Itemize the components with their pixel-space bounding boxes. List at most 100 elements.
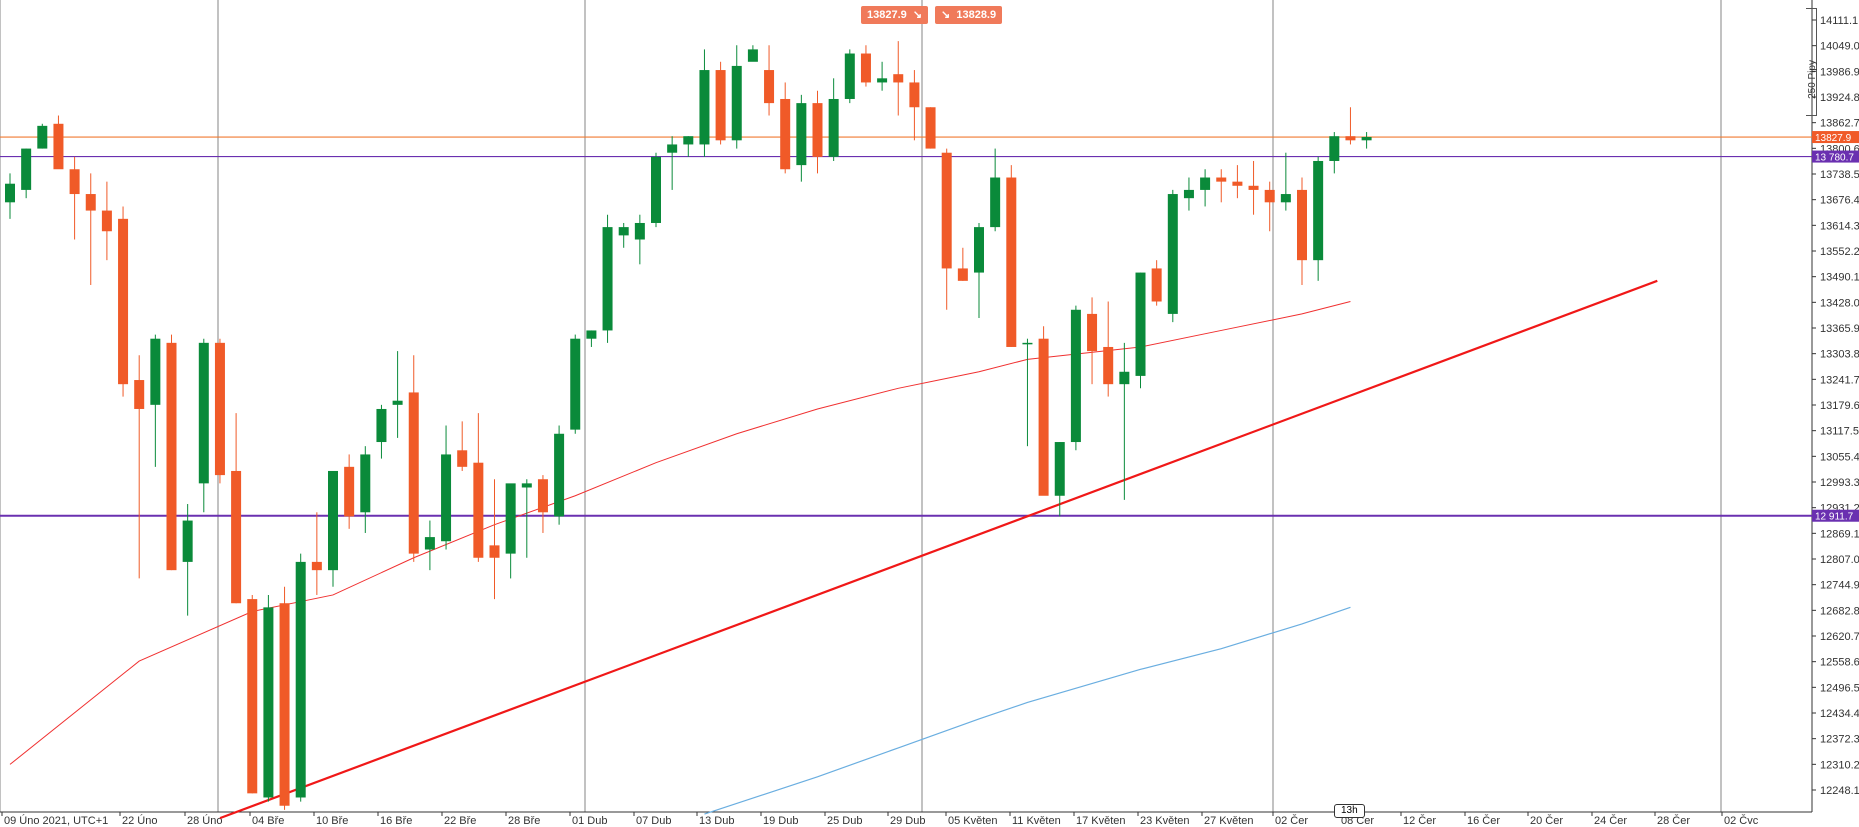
price-tick-label: 12310.2 xyxy=(1820,759,1859,771)
candle-bearish[interactable] xyxy=(101,210,112,232)
candle-bearish[interactable] xyxy=(893,74,904,83)
candle-bearish[interactable] xyxy=(957,268,968,281)
candle-bullish[interactable] xyxy=(570,338,581,430)
candle-bullish[interactable] xyxy=(796,103,807,166)
candle-bullish[interactable] xyxy=(295,561,306,798)
candle-bearish[interactable] xyxy=(715,70,726,141)
candle-bearish[interactable] xyxy=(812,103,823,157)
candle-bearish[interactable] xyxy=(909,82,920,108)
candle-bullish[interactable] xyxy=(37,125,48,149)
candle-bearish[interactable] xyxy=(1232,181,1243,186)
candle-bullish[interactable] xyxy=(990,177,1001,228)
candle-bearish[interactable] xyxy=(118,218,129,385)
candle-bullish[interactable] xyxy=(376,408,387,443)
candle-bullish[interactable] xyxy=(1361,137,1372,141)
candle-bearish[interactable] xyxy=(489,545,500,558)
candle-bearish[interactable] xyxy=(214,342,225,476)
candle-bullish[interactable] xyxy=(5,183,15,203)
candle-bullish[interactable] xyxy=(1183,189,1194,199)
bid-price-badge[interactable]: 13827.9 ↘ xyxy=(861,6,929,24)
candle-bullish[interactable] xyxy=(392,400,403,405)
candle-bearish[interactable] xyxy=(1151,268,1162,302)
candle-bearish[interactable] xyxy=(1103,346,1114,385)
price-tick-label: 12496.5 xyxy=(1820,682,1859,694)
price-tick-label: 13241.7 xyxy=(1820,374,1859,386)
candle-bullish[interactable] xyxy=(21,148,32,190)
candle-bullish[interactable] xyxy=(699,70,710,145)
candle-bullish[interactable] xyxy=(1119,371,1130,385)
candle-bullish[interactable] xyxy=(651,156,661,223)
time-tick-label: 27 Květen xyxy=(1204,815,1254,827)
candle-bullish[interactable] xyxy=(683,136,694,145)
candle-bullish[interactable] xyxy=(602,227,613,331)
candle-bullish[interactable] xyxy=(263,607,274,798)
candle-bullish[interactable] xyxy=(1200,177,1211,190)
candle-bearish[interactable] xyxy=(1248,185,1259,190)
candle-bearish[interactable] xyxy=(166,342,177,571)
time-tick-label: 11 Květen xyxy=(1012,815,1061,827)
candle-bearish[interactable] xyxy=(860,53,871,83)
candle-bullish[interactable] xyxy=(828,98,839,157)
candle-bearish[interactable] xyxy=(1297,189,1307,261)
price-level-tag-label: 13 780.7 xyxy=(1815,153,1854,164)
candle-bearish[interactable] xyxy=(473,462,484,558)
candle-bearish[interactable] xyxy=(53,123,64,170)
pips-ruler[interactable] xyxy=(1806,8,1817,116)
candle-bullish[interactable] xyxy=(328,470,338,571)
candle-bearish[interactable] xyxy=(1345,136,1356,141)
candle-bearish[interactable] xyxy=(537,479,548,513)
candle-bearish[interactable] xyxy=(457,450,468,467)
candle-bullish[interactable] xyxy=(1313,160,1324,261)
candle-bearish[interactable] xyxy=(408,392,419,554)
candle-bullish[interactable] xyxy=(747,49,758,62)
candle-bearish[interactable] xyxy=(1087,313,1098,352)
candle-bullish[interactable] xyxy=(844,53,855,99)
candle-bullish[interactable] xyxy=(618,227,629,236)
candle-bearish[interactable] xyxy=(925,107,936,149)
candle-bullish[interactable] xyxy=(360,454,371,513)
candle-bullish[interactable] xyxy=(441,454,452,542)
candle-bullish[interactable] xyxy=(1135,272,1146,376)
candle-bearish[interactable] xyxy=(85,194,96,211)
ask-price-badge[interactable]: ↘ 13828.9 xyxy=(935,6,1003,24)
candle-bullish[interactable] xyxy=(1022,342,1033,345)
candle-bullish[interactable] xyxy=(150,338,161,405)
time-tick-label: 22 Úno xyxy=(122,814,157,827)
candle-bearish[interactable] xyxy=(344,466,355,517)
candle-bearish[interactable] xyxy=(1216,177,1227,182)
candle-bearish[interactable] xyxy=(1264,189,1275,203)
candle-bearish[interactable] xyxy=(1038,338,1049,496)
candle-bearish[interactable] xyxy=(69,169,80,195)
candle-bullish[interactable] xyxy=(1070,309,1081,443)
candle-bearish[interactable] xyxy=(311,561,322,571)
candle-bearish[interactable] xyxy=(1006,177,1017,347)
candle-bullish[interactable] xyxy=(1054,442,1065,496)
price-tick-label: 12248.1 xyxy=(1820,785,1859,797)
candle-bullish[interactable] xyxy=(1329,136,1340,161)
candle-bullish[interactable] xyxy=(1167,194,1178,314)
candle-bullish[interactable] xyxy=(505,483,516,554)
candle-bullish[interactable] xyxy=(521,483,532,488)
candle-bearish[interactable] xyxy=(279,603,290,806)
candle-bullish[interactable] xyxy=(182,520,193,562)
trendline[interactable] xyxy=(219,279,1658,820)
candle-bearish[interactable] xyxy=(764,70,775,104)
candle-bullish[interactable] xyxy=(634,222,645,240)
candle-bullish[interactable] xyxy=(586,330,597,339)
candle-bullish[interactable] xyxy=(667,144,678,153)
price-tick-label: 12744.9 xyxy=(1820,580,1859,592)
candle-bullish[interactable] xyxy=(974,227,984,273)
candle-bullish[interactable] xyxy=(1280,194,1291,203)
candle-bearish[interactable] xyxy=(231,470,242,604)
candle-bearish[interactable] xyxy=(941,152,952,269)
candle-bearish[interactable] xyxy=(247,599,258,794)
candle-bearish[interactable] xyxy=(134,380,145,409)
candle-bullish[interactable] xyxy=(731,65,742,141)
candle-bullish[interactable] xyxy=(877,78,888,83)
candle-bullish[interactable] xyxy=(424,537,435,550)
time-tick-label: 12 Čer xyxy=(1403,814,1436,827)
candle-bearish[interactable] xyxy=(780,98,791,170)
candle-bullish[interactable] xyxy=(198,342,209,484)
candle-bullish[interactable] xyxy=(554,433,565,517)
